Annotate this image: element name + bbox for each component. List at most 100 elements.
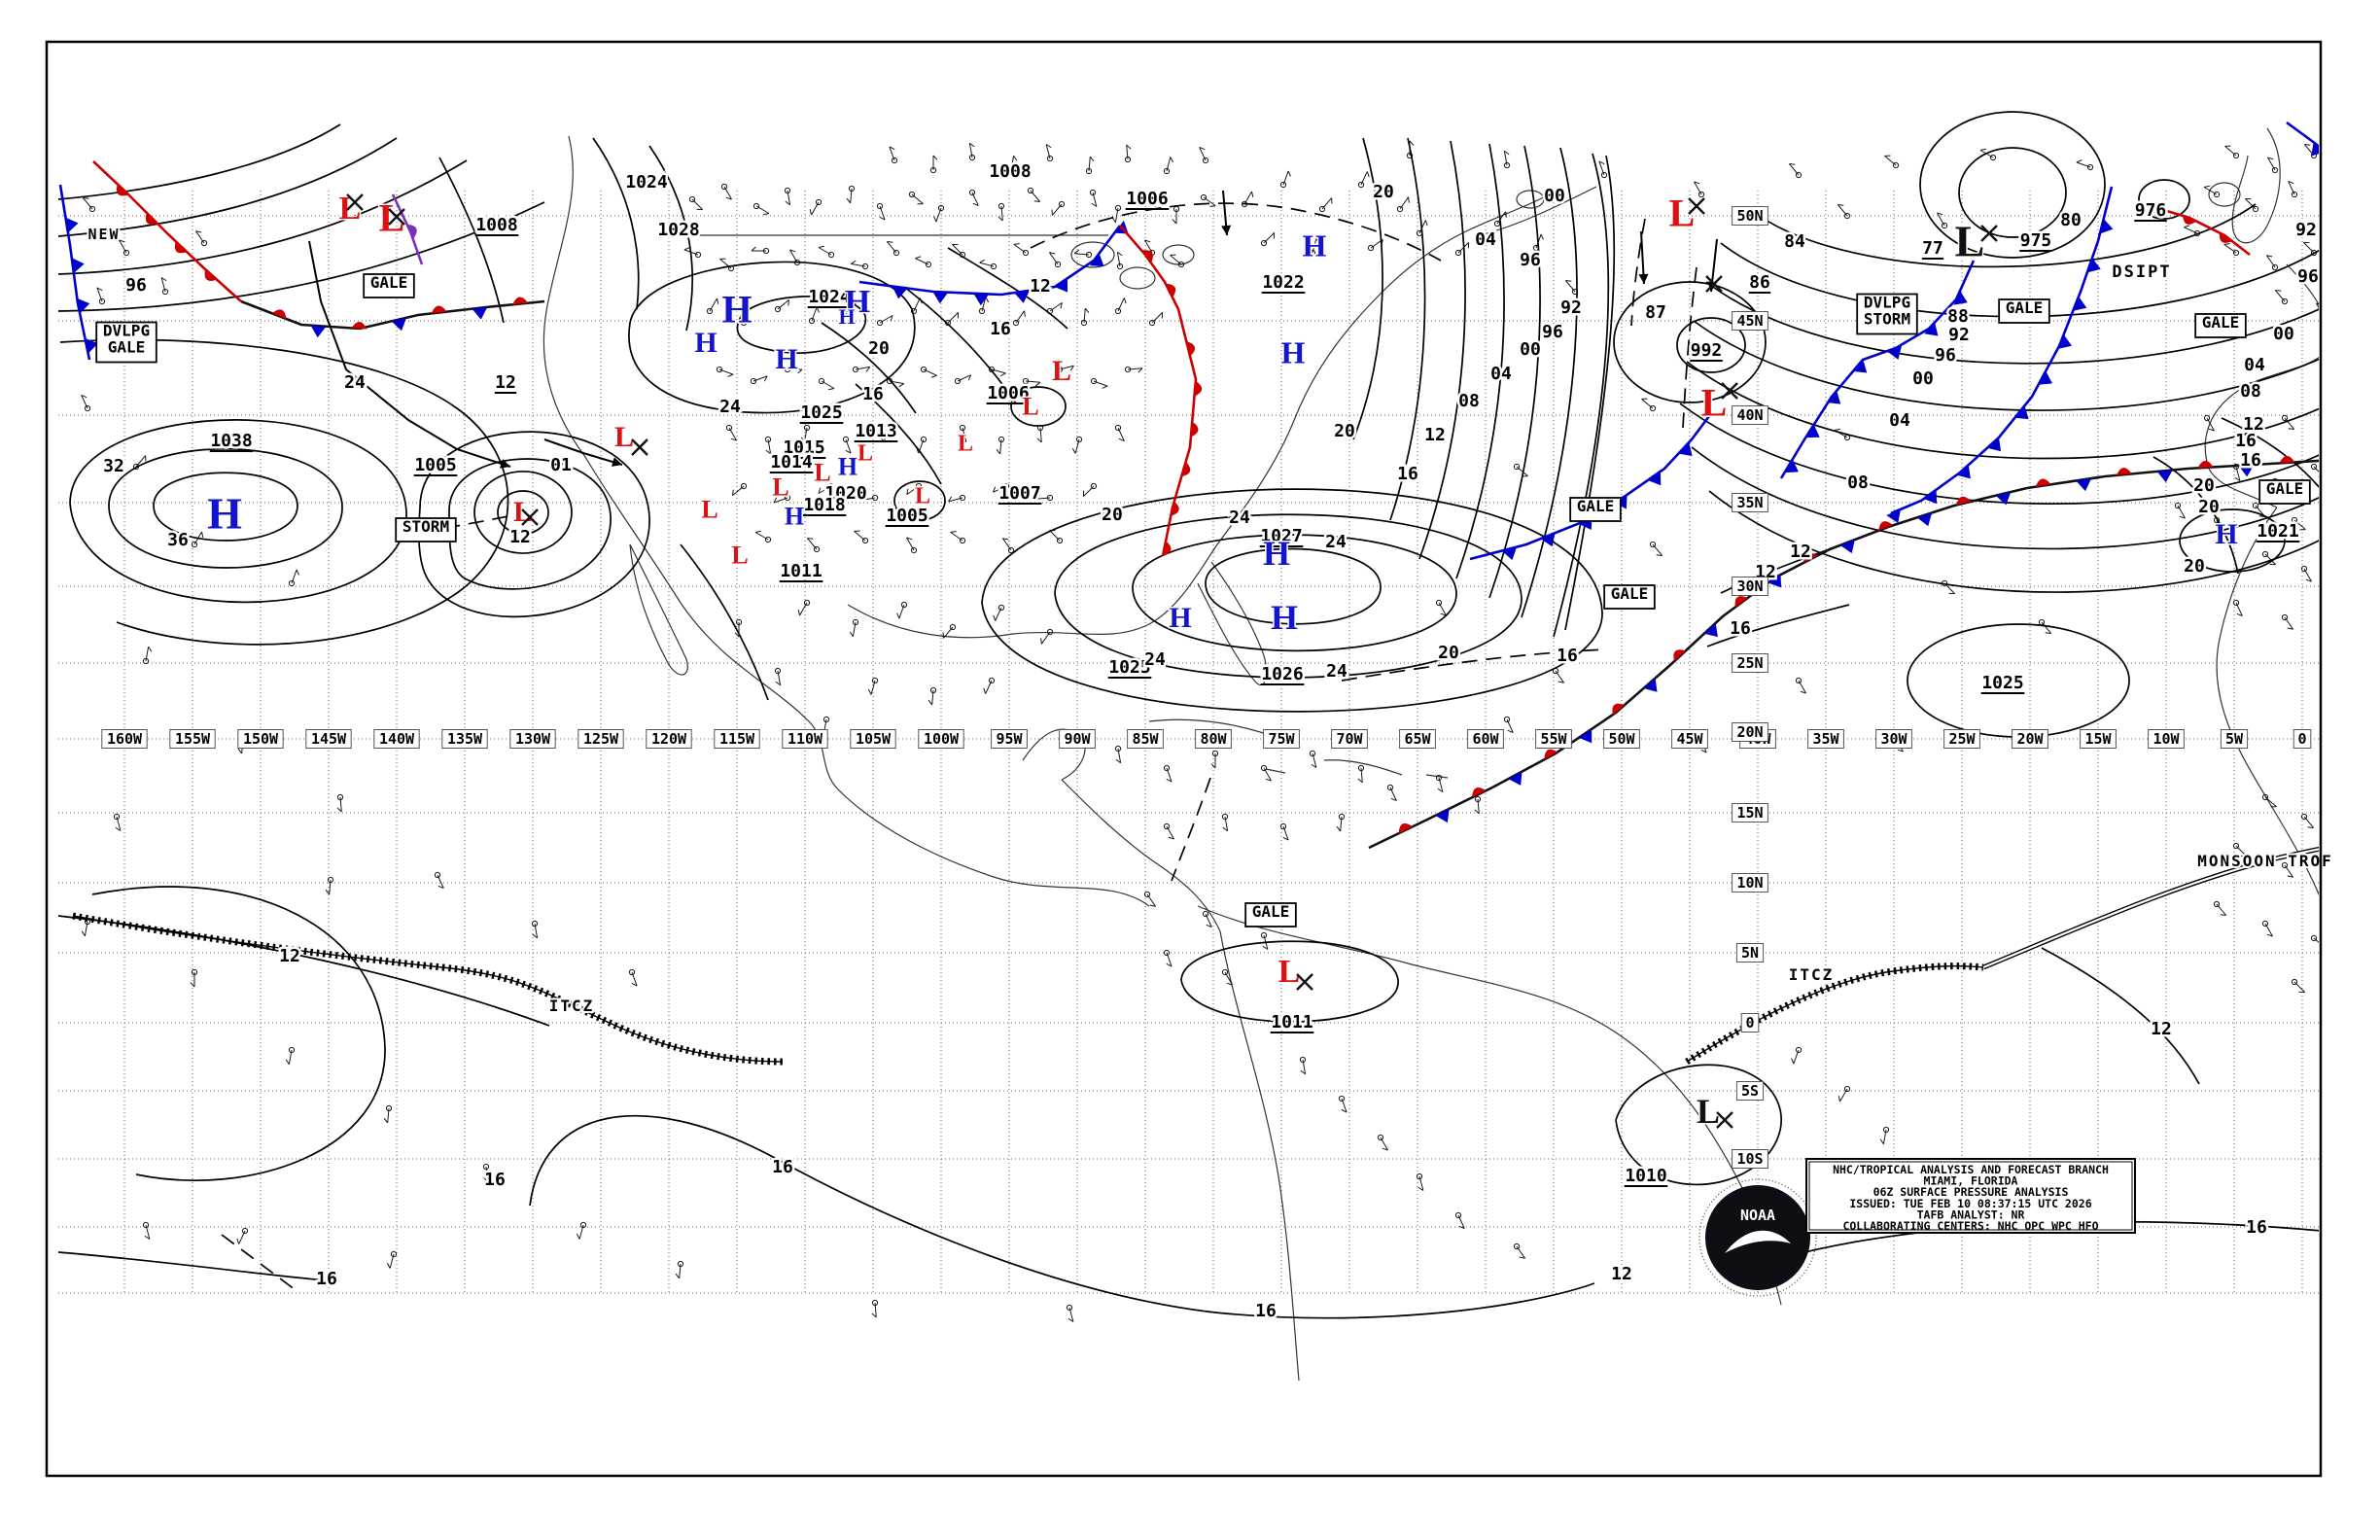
cold-front-pip	[1508, 771, 1522, 786]
info-box-line: TAFB ANALYST: NR	[1917, 1208, 2025, 1221]
station-plot	[1049, 529, 1064, 544]
latlon-label: 110W	[788, 730, 823, 748]
high-center-symbol: H	[1263, 534, 1290, 573]
station-plot	[859, 494, 879, 502]
latlon-label-box	[850, 729, 896, 749]
latlon-labels: 160W 155W 150W 145W 140W 135W 130W 125W 120W 115W…	[101, 206, 2312, 1169]
station-plot	[818, 377, 835, 391]
warning-box	[1998, 298, 2050, 324]
warm-front-pip	[1673, 649, 1686, 662]
front-line-occluded	[391, 193, 424, 265]
contour-label: 1008	[475, 215, 517, 235]
contour-label: 992	[1691, 340, 1723, 361]
cold-front-pip	[310, 325, 327, 338]
station-plot	[2350, 911, 2361, 926]
station-plot	[968, 142, 976, 161]
annotation-itcz: ITCZ	[549, 997, 595, 1015]
high-center-symbol: H	[785, 502, 804, 530]
latlon-label: 55W	[1540, 730, 1567, 748]
station-plot	[910, 298, 923, 315]
latlon-label-box	[1732, 311, 1768, 331]
station-plot	[2340, 551, 2352, 565]
isobar	[1693, 320, 2319, 411]
station-plot	[1090, 377, 1108, 389]
warm-front-pip	[2219, 231, 2232, 243]
coastline-path	[1323, 759, 1403, 776]
station-plot	[236, 1227, 249, 1244]
contour-label: 84	[1784, 231, 1805, 252]
station-plot	[2300, 565, 2312, 582]
latlon-label-box	[1331, 729, 1368, 749]
station-plot	[2330, 998, 2342, 1012]
front-line-cold	[858, 225, 1122, 297]
station-plot	[142, 646, 153, 665]
cold-front-pip	[1784, 459, 1799, 473]
station-plot	[2232, 842, 2247, 858]
contour-label: 16	[2240, 450, 2261, 471]
coastline-path	[1516, 190, 1545, 209]
cold-front-pip	[2073, 296, 2087, 311]
coastline-path	[1061, 779, 1221, 932]
low-center-symbol: L	[1697, 1092, 1720, 1131]
isobar	[497, 490, 549, 535]
station-plot	[1124, 144, 1132, 163]
latlon-label: 65W	[1404, 730, 1431, 748]
isobar	[1553, 153, 1610, 638]
coastline-path	[1219, 930, 1300, 1382]
coastline-path	[1070, 241, 1115, 268]
contour-label: 1025	[1108, 657, 1150, 678]
warning-box	[2194, 313, 2247, 338]
warm-front-pip	[1878, 521, 1894, 531]
warning-box	[1569, 497, 1622, 522]
warm-front-pip	[1472, 787, 1487, 798]
contour-label: 1015	[783, 438, 824, 458]
info-box-line: MIAMI, FLORIDA	[1924, 1174, 2018, 1188]
station-plot	[2203, 185, 2221, 198]
latlon-label-box	[1875, 729, 1912, 749]
latlon-label: 95W	[996, 730, 1023, 748]
station-plot	[1001, 538, 1015, 554]
isobar	[592, 137, 640, 310]
station-plot	[1163, 157, 1174, 175]
contour-label: 24	[1229, 508, 1250, 528]
station-plot	[194, 230, 208, 247]
contour-label: 08	[1847, 472, 1869, 493]
cold-front-pip	[71, 258, 85, 273]
station-plot	[1034, 494, 1054, 502]
isobar	[947, 247, 1068, 330]
warning-box	[1603, 584, 1656, 610]
station-plot	[906, 537, 918, 554]
isobar	[57, 159, 468, 275]
contour-label: 1020	[824, 483, 866, 504]
latlon-label: 125W	[583, 730, 619, 748]
coastlines	[542, 127, 2319, 1382]
station-plot	[1279, 170, 1291, 189]
station-plot	[1163, 822, 1174, 840]
station-plot	[1552, 667, 1565, 683]
station-plot	[1260, 764, 1272, 782]
station-plot	[2348, 157, 2356, 173]
station-plot	[628, 968, 638, 987]
station-plot	[288, 569, 299, 587]
isobar	[1919, 111, 2106, 259]
cold-front-pip	[892, 286, 908, 299]
isobar	[1749, 203, 2257, 268]
x-mark	[1705, 275, 1723, 293]
station-plot	[806, 538, 821, 553]
latlon-label-box	[2012, 729, 2048, 749]
station-plot	[1045, 144, 1054, 162]
warning-box	[1856, 293, 1918, 335]
station-plot	[929, 155, 938, 174]
contour-label: 1013	[855, 421, 896, 441]
station-plot	[1791, 1046, 1802, 1065]
latlon-label-box	[1732, 493, 1768, 512]
x-mark	[1688, 197, 1705, 215]
high-center-symbol: H	[2215, 518, 2237, 550]
contour-label: 04	[1490, 364, 1512, 384]
isobar	[153, 472, 298, 542]
station-plot	[1051, 200, 1066, 216]
latlon-label-box	[1263, 729, 1300, 749]
isobar	[1705, 281, 2319, 365]
annotation-itcz: ITCZ	[1789, 965, 1835, 984]
station-plot	[993, 604, 1005, 621]
